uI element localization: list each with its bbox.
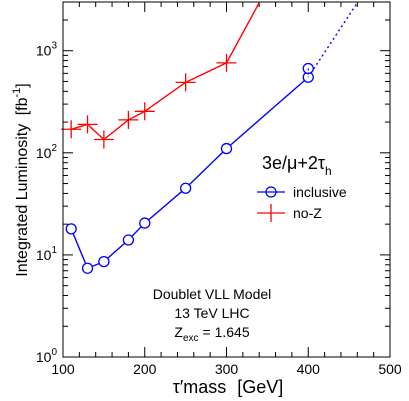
y-tick-base: 10 (36, 247, 52, 263)
annotation-zexc-value: = 1.645 (203, 324, 250, 340)
y-tick-label: 103 (36, 41, 58, 59)
annotation-model: Doublet VLL Model (153, 286, 272, 302)
y-axis-label: Integrated Luminosity [fb-1] (11, 83, 31, 276)
y-axis-label-close: ] (14, 83, 31, 87)
y-tick-label: 102 (36, 143, 58, 161)
y-tick-exp: 2 (51, 143, 57, 154)
annotation-zexc: Zexc = 1.645 (174, 324, 249, 344)
x-tick-label: 200 (133, 361, 157, 377)
y-axis-label-unit: [fb (14, 97, 31, 115)
legend: inclusive no-Z (257, 184, 347, 222)
annotation-energy: 13 TeV LHC (174, 305, 249, 321)
y-tick-exp: 3 (51, 41, 57, 52)
legend-noz-label: no-Z (293, 205, 322, 221)
data-point-inclusive (220, 142, 233, 155)
data-point-inclusive (98, 255, 110, 268)
x-axis-label-main: τ′mass (173, 377, 227, 397)
x-tick-label: 400 (297, 361, 321, 377)
data-point-inclusive (65, 223, 77, 235)
y-tick-label: 101 (36, 245, 58, 263)
channel-label: 3e/μ+2τh (262, 153, 332, 178)
series-extrapolation-no-Z (225, 2, 260, 64)
y-tick-exp: 0 (51, 347, 57, 358)
data-point-inclusive (179, 182, 192, 194)
x-tick-label: 300 (215, 361, 239, 377)
annotation-zexc-sub: exc (183, 333, 199, 344)
y-tick-base: 10 (36, 349, 52, 365)
data-point-inclusive (81, 262, 94, 274)
data-point-inclusive (122, 234, 135, 246)
legend-inclusive-label: inclusive (293, 184, 347, 200)
channel-label-main: 3e/μ+2τ (262, 153, 325, 173)
series-extrapolation-inclusive (307, 2, 358, 78)
x-tick-label: 500 (378, 361, 402, 377)
y-tick-base: 10 (36, 43, 52, 59)
data-point-inclusive (139, 217, 151, 229)
x-axis-label-unit: [GeV] (237, 377, 283, 397)
x-axis-label: τ′mass [GeV] (173, 377, 284, 397)
series-line-no-Z (70, 62, 227, 141)
series-layer (61, 2, 358, 274)
y-axis-label-exp: -1 (11, 88, 23, 98)
annotation-zexc-base: Z (174, 324, 183, 340)
x-tick-label: 100 (51, 361, 75, 377)
y-tick-exp: 1 (51, 245, 57, 256)
legend-inclusive-marker (265, 186, 277, 198)
channel-label-sub: h (325, 164, 332, 178)
y-axis-label-main: Integrated Luminosity (14, 124, 31, 277)
plot-frame (62, 1, 391, 358)
y-tick-base: 10 (36, 145, 52, 161)
y-tick-label: 100 (36, 347, 58, 365)
